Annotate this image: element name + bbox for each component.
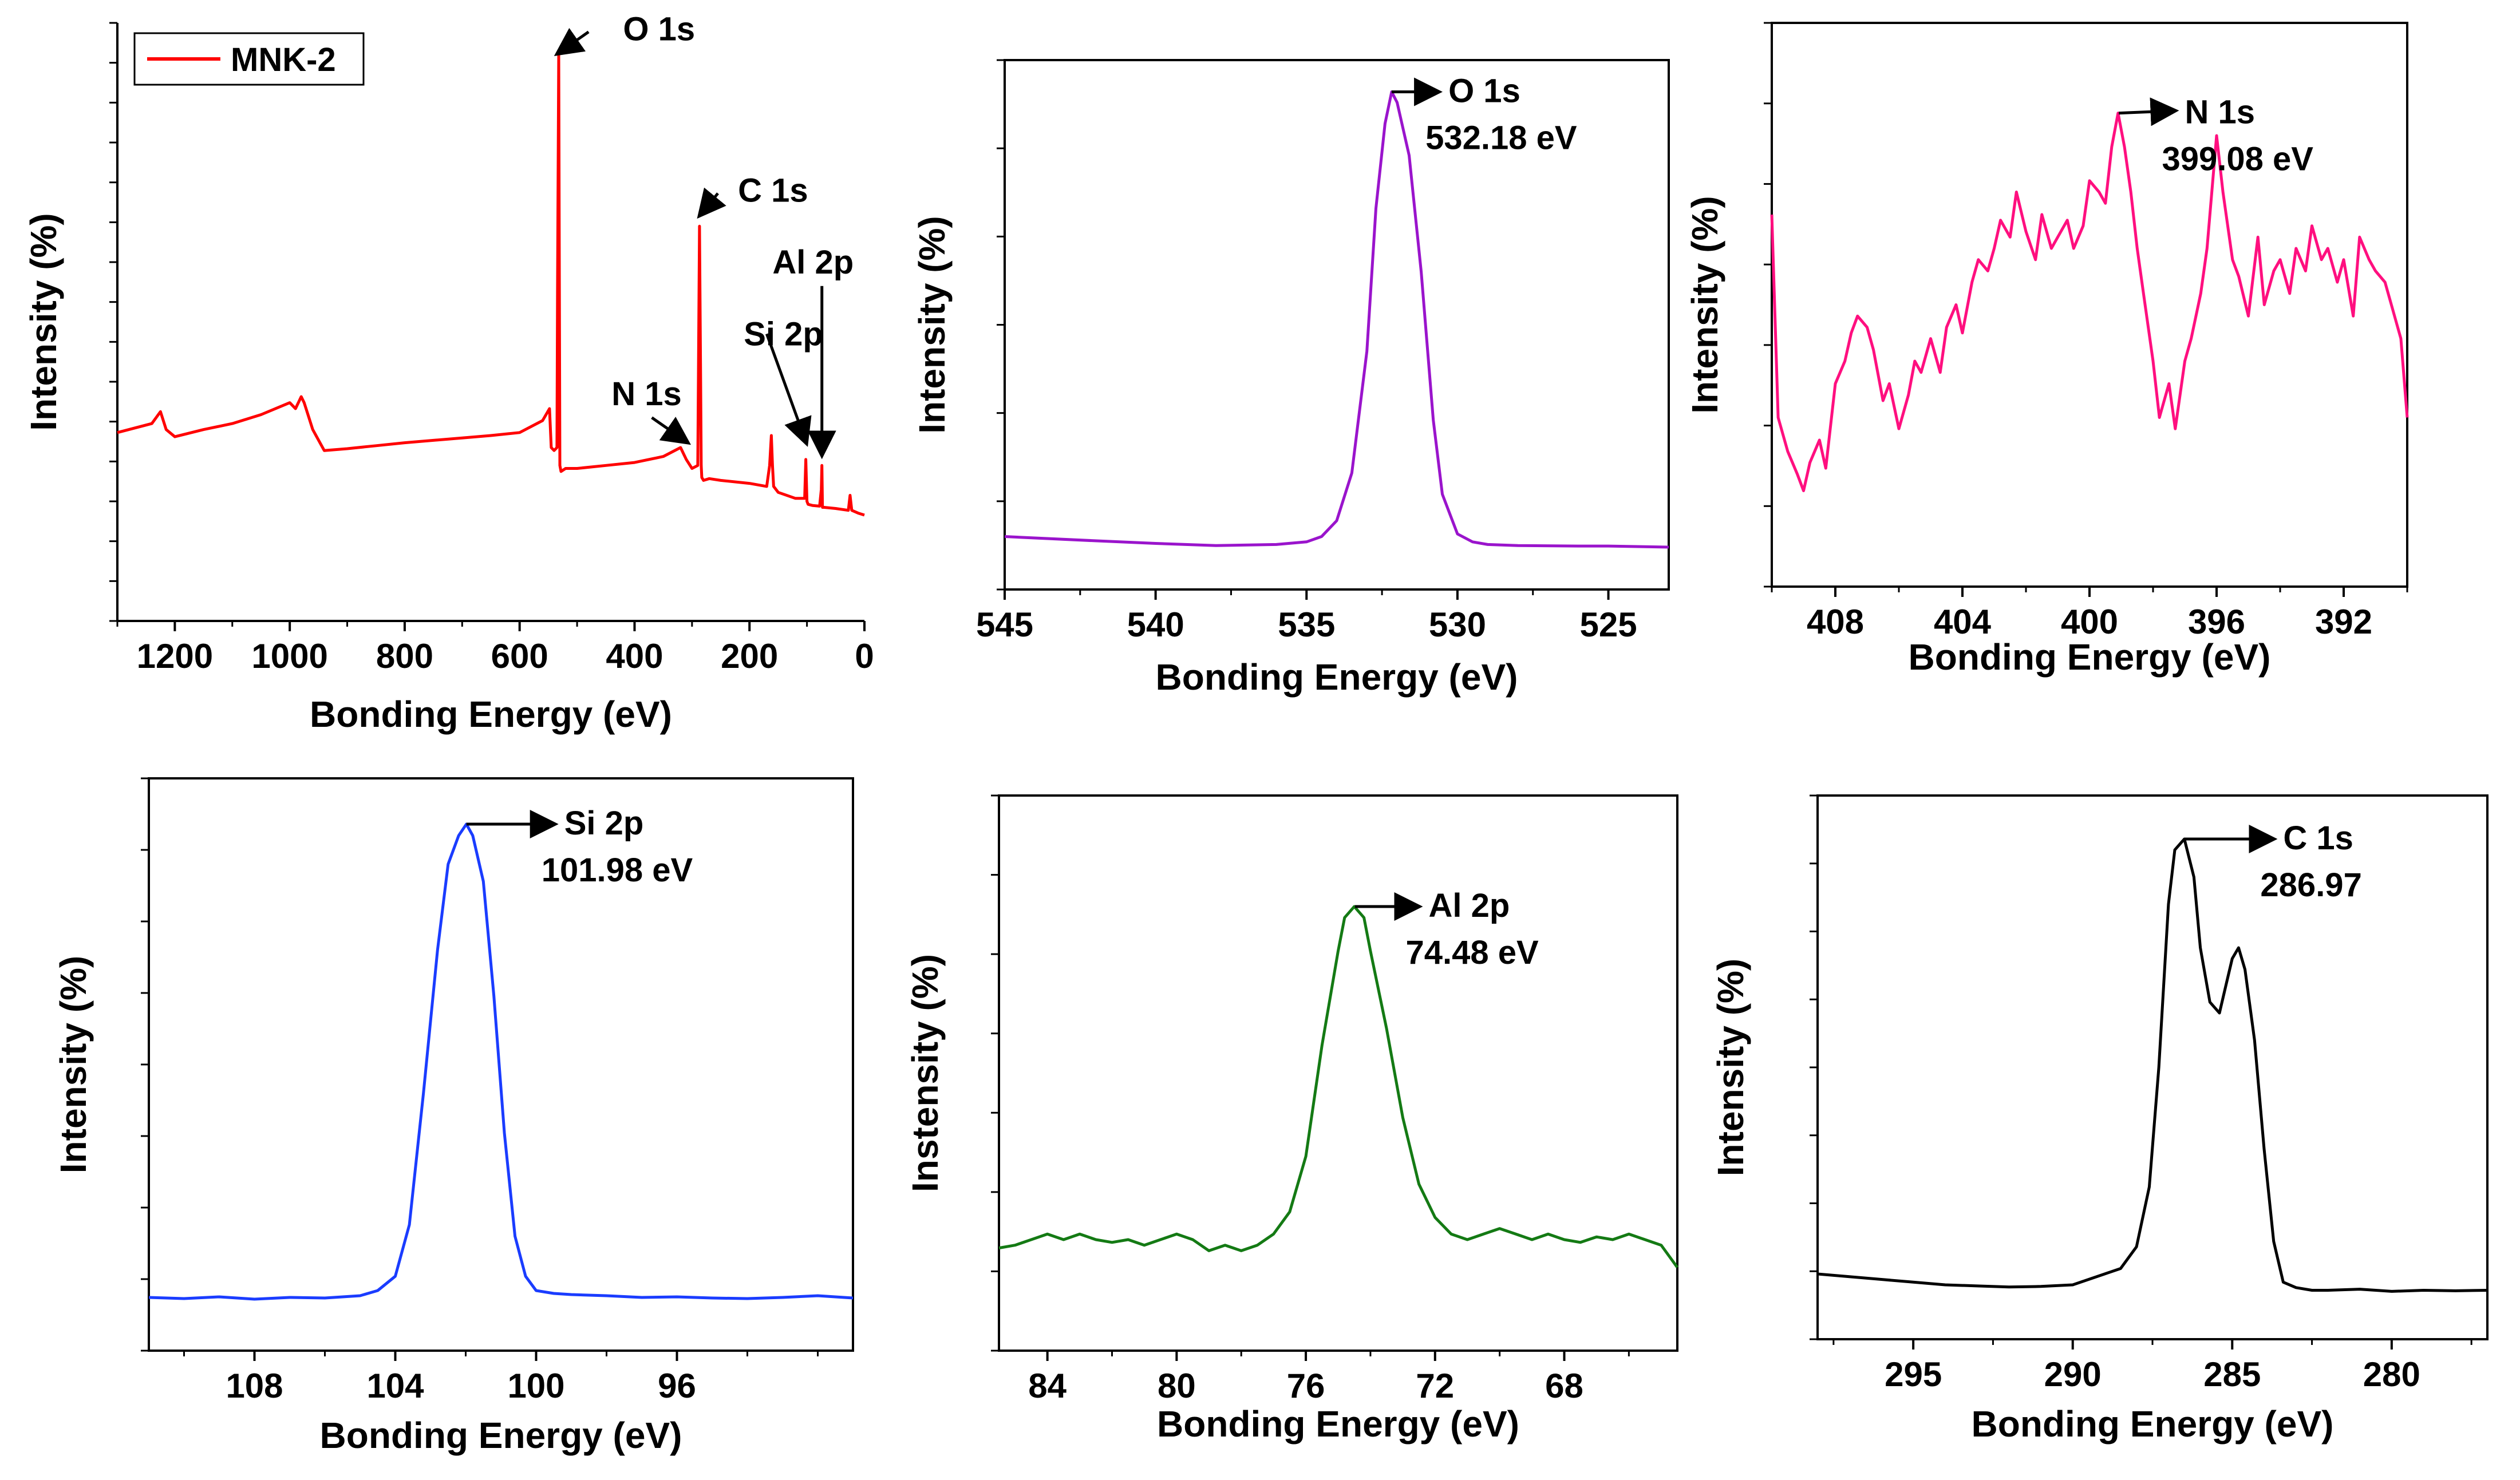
peak-energy-label: 532.18 eV [1425,120,1577,157]
peak-label: Al 2p [1429,887,1510,924]
x-tick-label: 200 [721,637,778,675]
series-line-n-1s [1770,112,2409,492]
x-tick-label: 404 [1934,603,1992,641]
x-tick-label: 545 [976,606,1033,644]
legend-label: MNK-2 [231,41,336,78]
x-axis-title: Bonding Energy (eV) [1909,636,2271,678]
y-axis-title: Intensity (%) [911,216,953,433]
o1s-spectrum-panel: 545 540 535 530 525 Bonding Energy (eV) Intens… [911,59,1670,698]
peak-arrow [765,333,812,447]
x-tick-label: 400 [2061,603,2118,641]
n1s-spectrum-panel: 408 404 400 396 392 Bonding Energy (eV) Intens… [1684,22,2409,678]
survey-spectrum-panel: 1200 1000 800 600 400 200 0 Bonding Energy (eV)… [23,10,874,735]
series-line-al-2p [998,905,1679,1268]
peak-energy-label: 101.98 eV [542,852,693,889]
peak-label: C 1s [2283,820,2353,857]
x-tick-label: 396 [2188,603,2245,641]
peak-energy-label: 74.48 eV [1406,934,1539,971]
x-tick-label: 408 [1807,603,1864,641]
x-tick-label: 68 [1545,1367,1583,1405]
plot-frame [1816,794,2489,1340]
x-tick-label: 530 [1429,606,1486,644]
peak-label: Si 2p [564,805,644,842]
y-axis-title: Intensity (%) [1684,196,1725,413]
x-tick-label: 1200 [137,637,213,675]
x-tick-label: 280 [2363,1355,2420,1394]
peak-energy-label: 399.08 eV [2162,141,2314,178]
peak-label: Si 2p [744,315,823,353]
x-tick-label: 104 [366,1367,424,1405]
x-tick-label: 108 [226,1367,283,1405]
y-axis-title: Intensity (%) [53,956,94,1173]
x-axis-title: Bonding Energy (eV) [320,1415,682,1456]
plot-frame [1771,22,2408,588]
series-line-mnk-2 [117,51,865,517]
plot-frame [998,794,1678,1352]
x-axis-title: Bonding Energy (eV) [1972,1403,2334,1445]
peak-arrow [2118,97,2179,126]
y-axis-title: Instensity (%) [904,954,946,1192]
x-axis-title: Bonding Energy (eV) [310,694,672,735]
x-tick-label: 84 [1028,1367,1067,1405]
y-axis-title: Intensity (%) [23,213,64,430]
x-tick-label: 290 [2044,1355,2102,1394]
peak-arrow [697,187,726,219]
peak-arrow [554,27,590,56]
x-tick-label: 800 [376,637,433,675]
al2p-spectrum-panel: 84 80 76 72 68 Bonding Energy (eV) Instensity … [904,794,1679,1445]
x-tick-label: 285 [2203,1355,2261,1394]
x-tick-label: 80 [1158,1367,1196,1405]
peak-label: Al 2p [772,244,854,281]
plot-frame [148,777,854,1352]
c1s-spectrum-panel: 295 290 285 280 Bonding Energy (eV) Intensity… [1710,794,2489,1445]
series-line-si-2p [148,822,854,1301]
x-tick-label: 535 [1278,606,1335,644]
peak-label: N 1s [611,375,682,413]
x-tick-label: 1000 [251,637,327,675]
x-tick-label: 72 [1416,1367,1454,1405]
x-axis-title: Bonding Energy (eV) [1157,1403,1519,1445]
x-tick-label: 600 [491,637,548,675]
x-tick-label: 400 [606,637,663,675]
series-line-o-1s [1004,90,1669,549]
y-axis-title: Intensity (%) [1710,959,1751,1176]
x-tick-label: 295 [1885,1355,1942,1394]
x-tick-label: 96 [658,1367,696,1405]
series-line-c-1s [1817,837,2488,1293]
x-tick-label: 76 [1287,1367,1325,1405]
peak-label: O 1s [623,10,695,48]
peak-arrow [651,416,692,445]
peak-energy-label: 286.97 [2260,866,2361,904]
peak-label: N 1s [2185,94,2256,131]
x-tick-label: 540 [1127,606,1184,644]
peak-label: C 1s [738,172,808,209]
x-tick-label: 392 [2315,603,2372,641]
x-tick-label: 100 [507,1367,564,1405]
x-axis-title: Bonding Energy (eV) [1156,656,1518,698]
peak-label: O 1s [1448,73,1520,110]
si2p-spectrum-panel: 108 104 100 96 Bonding Energy (eV) Intensity … [53,777,854,1456]
x-tick-label: 525 [1579,606,1637,644]
x-tick-label: 0 [855,637,874,675]
